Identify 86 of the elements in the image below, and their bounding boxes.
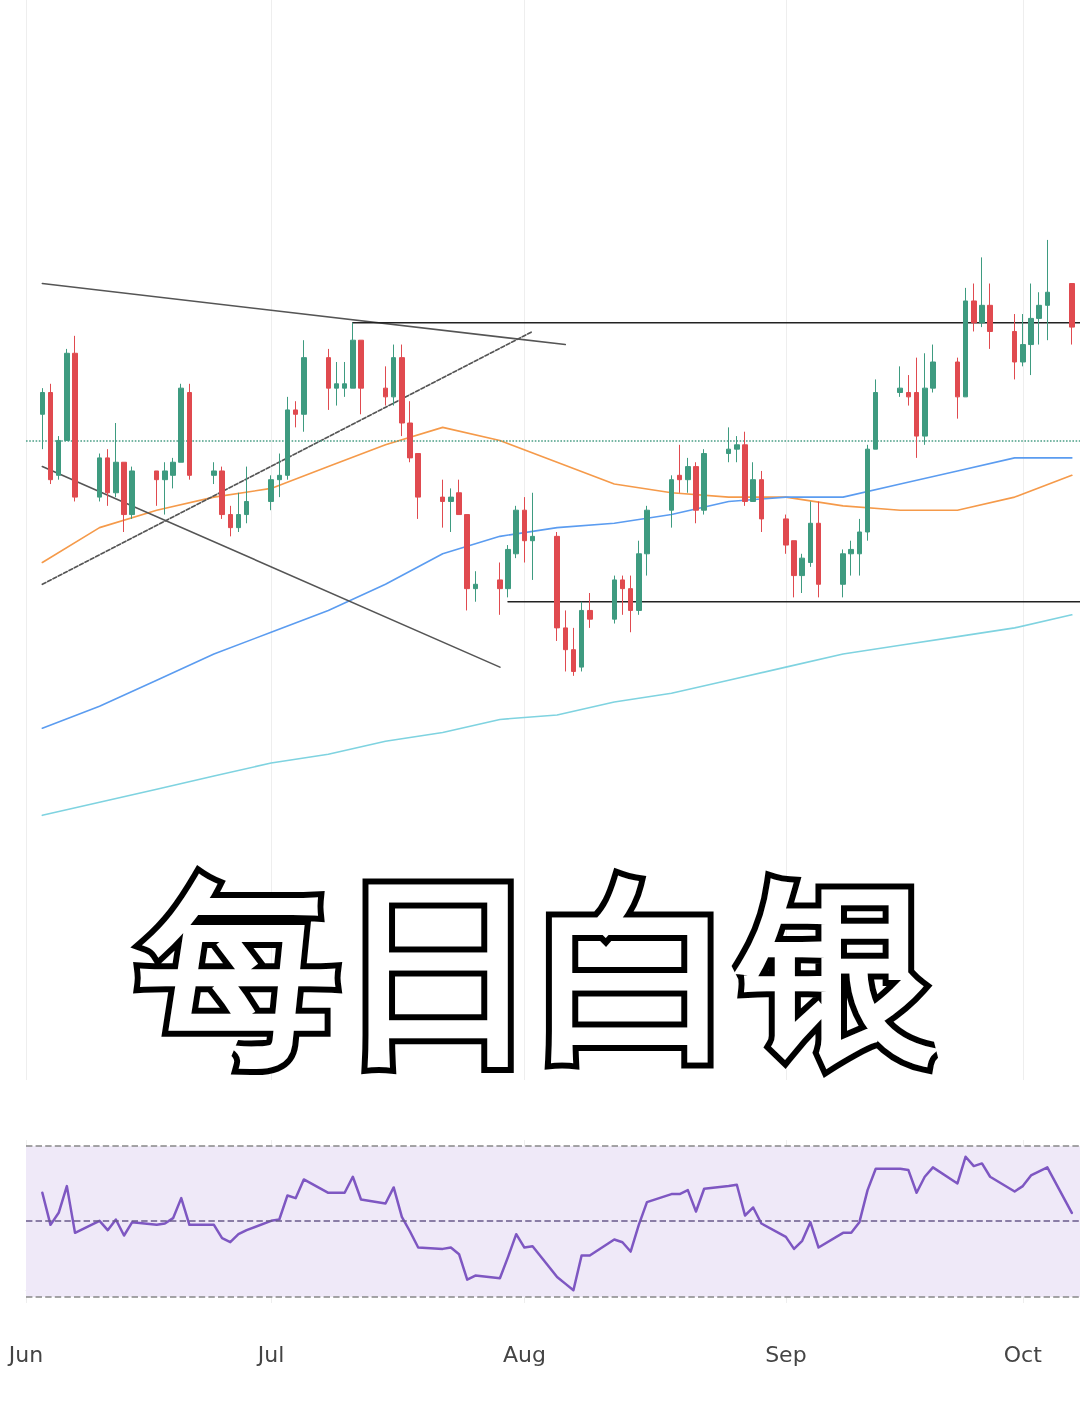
candlestick [783, 514, 789, 555]
candlestick [1028, 283, 1034, 376]
candlestick [72, 335, 78, 502]
x-tick-label: Jul [255, 1341, 285, 1367]
candlestick [48, 383, 53, 485]
candlestick [268, 474, 274, 511]
candlestick [473, 570, 478, 603]
candlestick [464, 514, 470, 611]
candlestick [930, 344, 936, 393]
candlestick [399, 344, 405, 437]
candlestick [669, 474, 674, 529]
candlestick [407, 400, 413, 463]
candlestick [456, 479, 462, 516]
candlestick [914, 357, 919, 459]
candlestick [701, 448, 707, 516]
candlestick [612, 575, 617, 625]
candlestick [350, 322, 356, 389]
x-tick-label: Sep [765, 1341, 807, 1367]
candlestick [415, 453, 421, 520]
candlestick [244, 466, 249, 524]
candlestick [587, 592, 593, 629]
candlestick [554, 531, 560, 642]
candlestick [211, 461, 217, 485]
candlestick [530, 492, 535, 581]
candlestick [563, 609, 568, 672]
candlestick [497, 562, 503, 616]
candlestick [857, 518, 862, 577]
candlestick [236, 492, 241, 533]
candlestick [840, 548, 846, 598]
candlestick [219, 466, 225, 520]
candlestick [816, 500, 821, 598]
candlestick [129, 466, 135, 520]
candlestick [162, 461, 168, 516]
candlestick [865, 444, 870, 542]
x-tick-label: Jun [6, 1341, 44, 1367]
candlestick [1069, 283, 1075, 346]
candlestick [677, 444, 682, 494]
candlestick [1012, 313, 1017, 380]
candlestick [963, 287, 968, 398]
candlestick [105, 448, 110, 507]
candlestick [808, 500, 813, 568]
candlestick [97, 453, 102, 502]
candlestick [358, 339, 364, 415]
candlestick [620, 575, 625, 616]
candlestick [693, 461, 699, 524]
candlestick [513, 505, 519, 559]
candlestick [897, 365, 903, 398]
candlestick [571, 627, 576, 677]
candlestick [791, 540, 797, 598]
candlestick [277, 453, 282, 498]
candlestick [971, 283, 977, 332]
candlestick [522, 496, 527, 563]
candlestick [326, 348, 331, 411]
candlestick [955, 357, 960, 420]
candlestick [1045, 239, 1050, 341]
candlestick [383, 365, 388, 407]
candlestick [759, 470, 764, 533]
candlestick [228, 505, 233, 537]
candlestick [636, 540, 642, 616]
candlestick [906, 374, 911, 407]
candlestick [505, 544, 511, 598]
candlestick [301, 339, 307, 433]
candlestick [848, 540, 854, 577]
candlestick [750, 461, 756, 502]
x-tick-label: Oct [1003, 1341, 1043, 1367]
candlestick [334, 361, 339, 407]
candlestick [742, 431, 748, 507]
candlestick [799, 553, 805, 594]
candlestick [342, 361, 347, 398]
candlestick [1036, 291, 1042, 346]
candlestick [187, 383, 192, 481]
candlestick [121, 461, 127, 533]
candlestick [154, 470, 159, 507]
candlestick [987, 283, 993, 350]
candlestick [685, 457, 691, 494]
candlestick [1020, 313, 1026, 367]
candlestick [170, 457, 176, 489]
candlestick [448, 487, 454, 533]
candlestick [579, 601, 584, 672]
candlestick [440, 479, 445, 529]
candlestick [391, 344, 396, 407]
candlestick [644, 505, 650, 577]
x-tick-label: Aug [502, 1341, 546, 1367]
candlestick [293, 400, 298, 428]
candlestick [979, 256, 985, 328]
candlestick [628, 575, 633, 633]
